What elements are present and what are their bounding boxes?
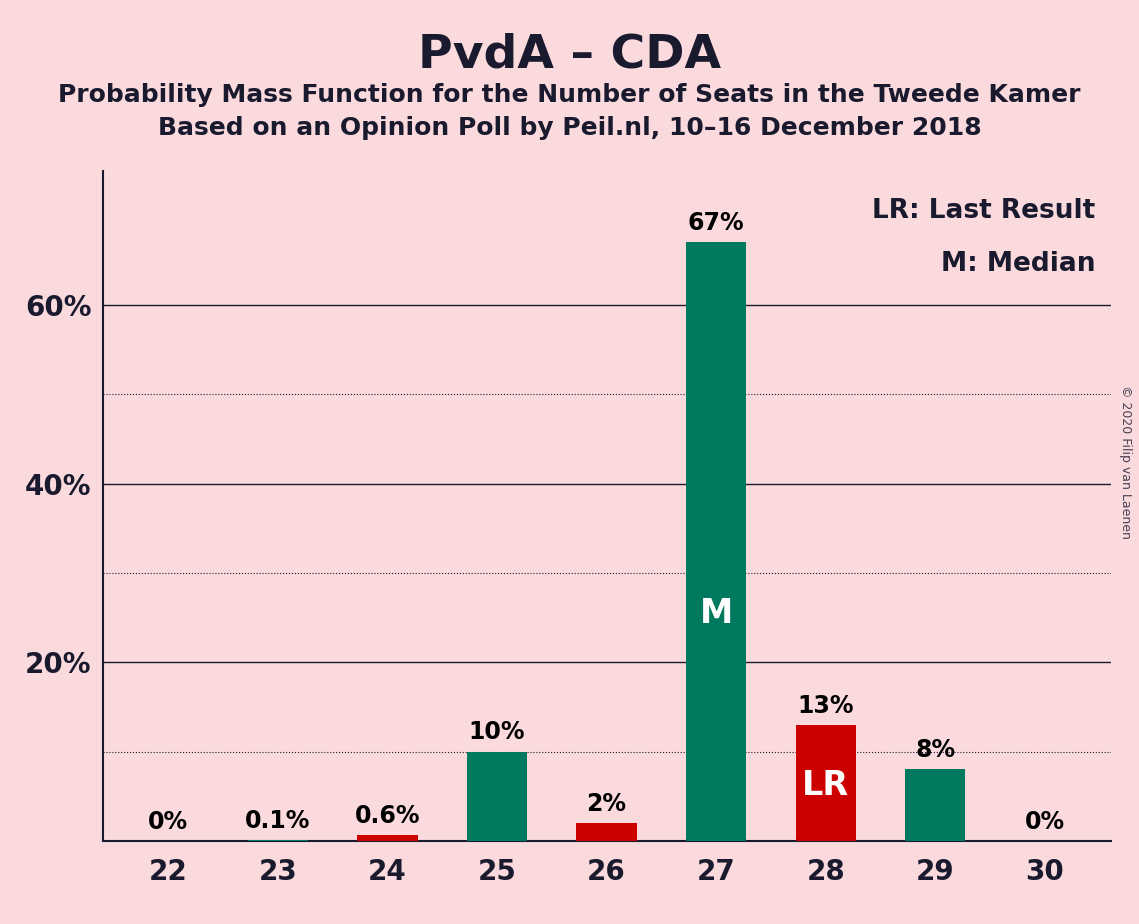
- Text: 8%: 8%: [915, 738, 956, 762]
- Text: M: Median: M: Median: [941, 251, 1096, 277]
- Text: 67%: 67%: [688, 212, 745, 236]
- Text: M: M: [699, 597, 732, 630]
- Bar: [686, 242, 746, 841]
- Bar: [906, 770, 966, 841]
- Text: 13%: 13%: [797, 694, 854, 718]
- Text: 10%: 10%: [469, 721, 525, 745]
- Bar: [467, 751, 527, 841]
- Text: 0.1%: 0.1%: [245, 808, 311, 833]
- Text: © 2020 Filip van Laenen: © 2020 Filip van Laenen: [1118, 385, 1132, 539]
- Text: 0.6%: 0.6%: [354, 804, 420, 828]
- Text: LR: LR: [802, 769, 850, 802]
- Bar: [358, 835, 418, 841]
- Text: 0%: 0%: [1025, 809, 1065, 833]
- Bar: [795, 724, 855, 841]
- Text: LR: Last Result: LR: Last Result: [872, 198, 1096, 224]
- Text: PvdA – CDA: PvdA – CDA: [418, 32, 721, 78]
- Text: Based on an Opinion Poll by Peil.nl, 10–16 December 2018: Based on an Opinion Poll by Peil.nl, 10–…: [157, 116, 982, 140]
- Text: 2%: 2%: [587, 792, 626, 816]
- Text: Probability Mass Function for the Number of Seats in the Tweede Kamer: Probability Mass Function for the Number…: [58, 83, 1081, 107]
- Text: 0%: 0%: [148, 809, 188, 833]
- Bar: [576, 823, 637, 841]
